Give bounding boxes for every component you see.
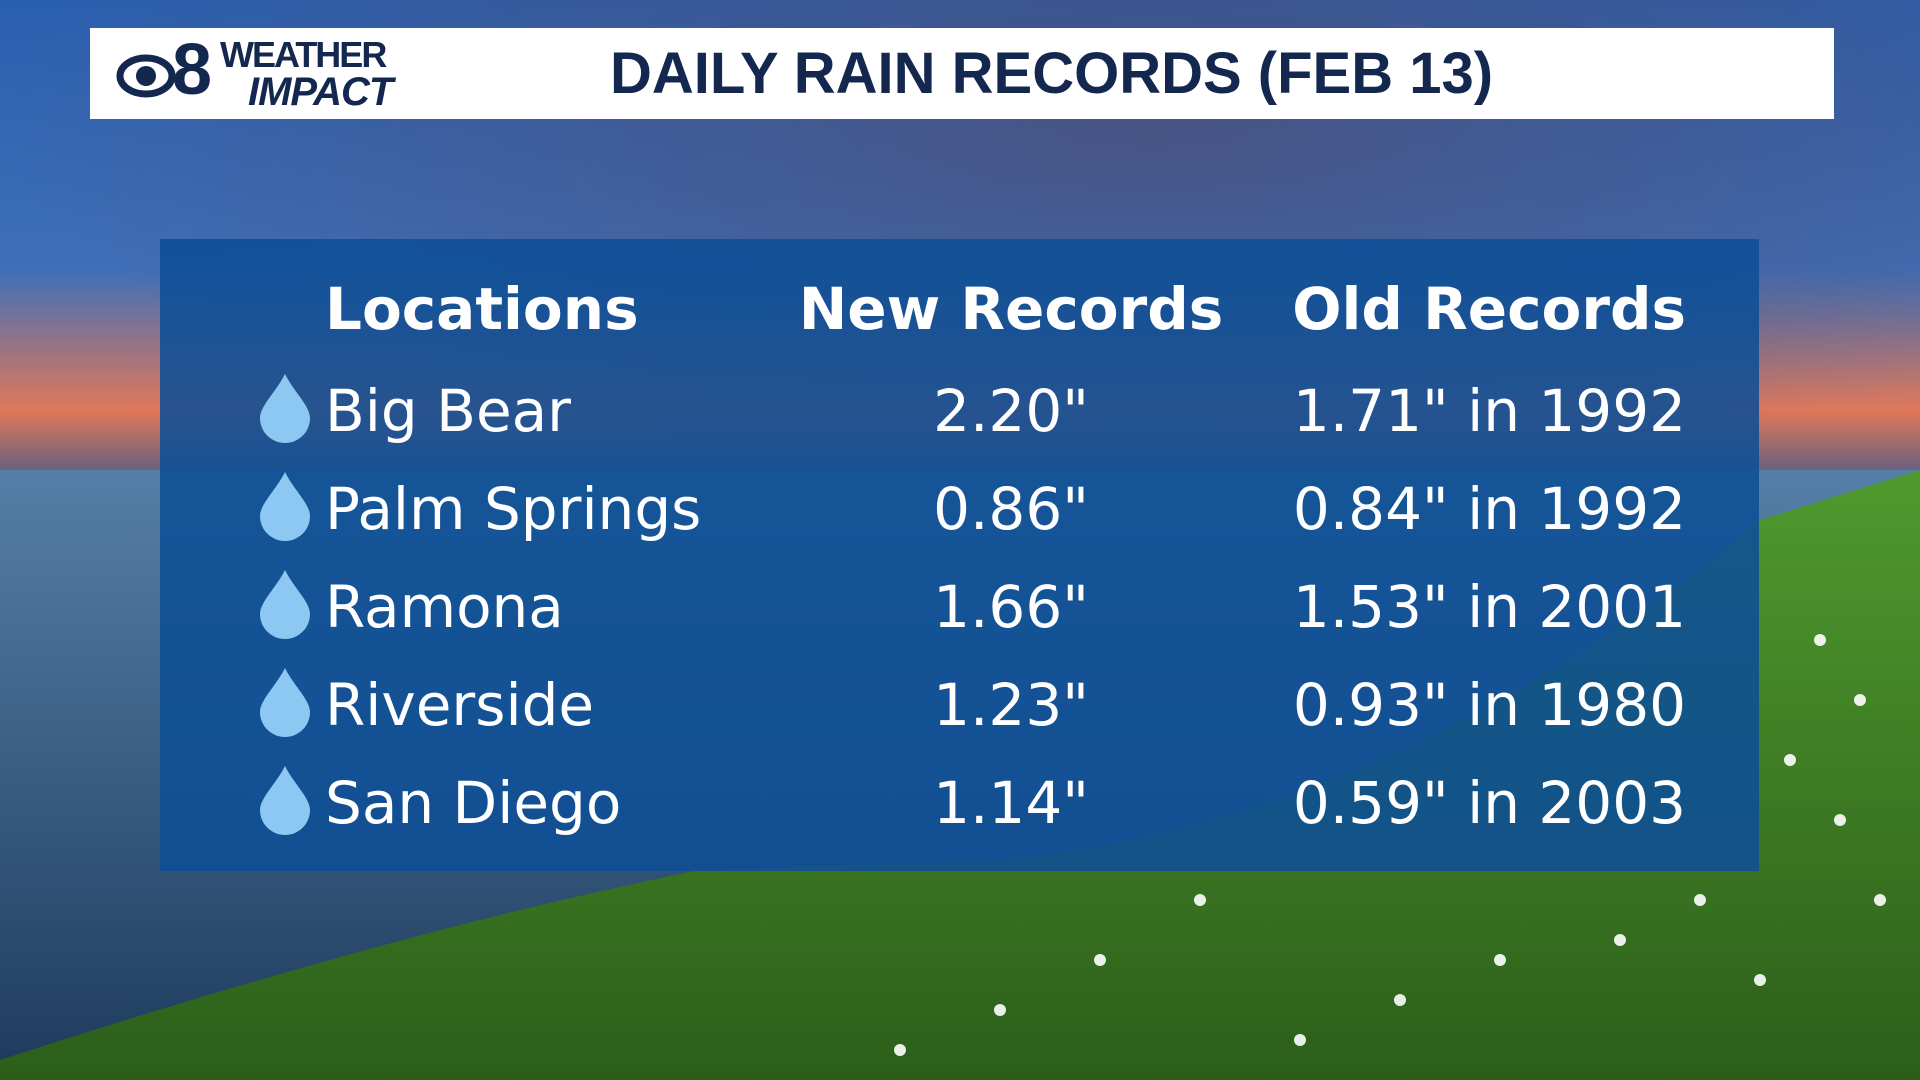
records-table: Locations New Records Old Records Big Bear 2… <box>160 239 1759 871</box>
title-bar: 8 WEATHER IMPACT DAILY RAIN RECORDS (FEB… <box>90 28 1834 119</box>
raindrop-icon <box>260 472 310 541</box>
title: DAILY RAIN RECORDS (FEB 13) <box>610 41 1494 106</box>
logo-bottom: IMPACT <box>248 70 393 114</box>
old-record: 0.93" in 1980 <box>1292 671 1686 739</box>
old-record: 1.53" in 2001 <box>1292 573 1686 641</box>
station-logo: 8 WEATHER IMPACT <box>116 30 436 116</box>
location: Palm Springs <box>325 475 702 543</box>
raindrop-icon <box>260 374 310 443</box>
location: Riverside <box>325 671 595 739</box>
location: Big Bear <box>325 377 572 445</box>
old-record: 0.59" in 2003 <box>1292 769 1686 837</box>
old-record: 0.84" in 1992 <box>1292 475 1686 543</box>
logo-number: 8 <box>172 30 213 110</box>
raindrop-icon <box>260 570 310 639</box>
cbs-eye <box>116 54 176 98</box>
logo-top: WEATHER <box>220 34 387 75</box>
raindrop-icon <box>260 668 310 737</box>
column-header: Locations <box>325 275 639 343</box>
old-record: 1.71" in 1992 <box>1292 377 1686 445</box>
location: Ramona <box>325 573 564 641</box>
raindrop-icon <box>260 766 310 835</box>
location: San Diego <box>325 769 622 837</box>
column-header: Old Records <box>1292 275 1686 343</box>
